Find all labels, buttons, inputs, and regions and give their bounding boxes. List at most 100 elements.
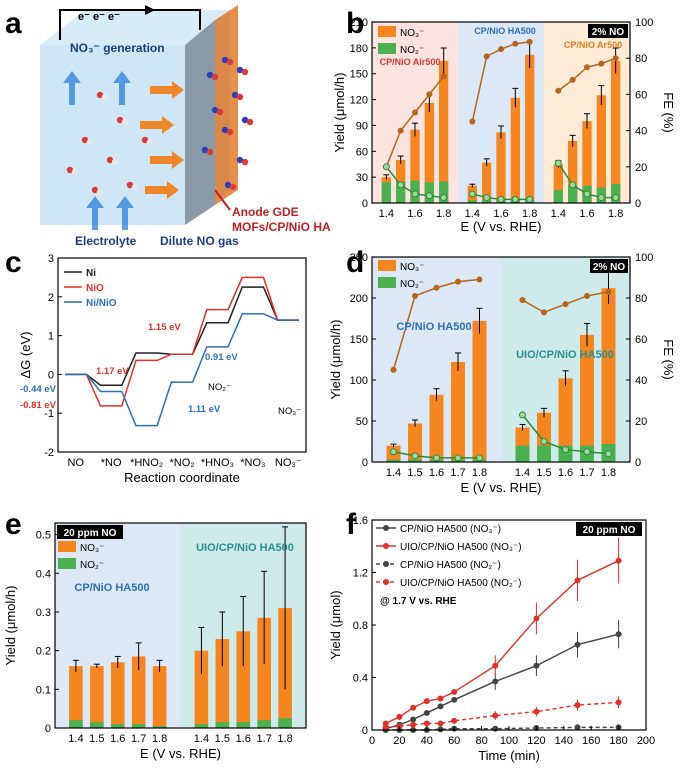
y2-tick-label: 60: [635, 334, 647, 346]
molecule-atom: [246, 118, 254, 126]
y-tick-label: 1.2: [353, 568, 368, 580]
legend-marker: [383, 525, 389, 531]
no3-bar: [69, 666, 83, 728]
x-tick-label: 1.5: [89, 733, 104, 745]
no2-bar: [278, 718, 292, 728]
x-tick-label: *HNO₃: [201, 457, 234, 469]
molecule-atom: [121, 118, 129, 126]
x-tick-label: 1.8: [152, 733, 167, 745]
legend-label: Ni: [86, 268, 96, 279]
legend-label: Ni/NiO: [86, 298, 117, 309]
plot-frame: [371, 256, 631, 463]
y-tick-label: 250: [350, 252, 368, 264]
fe-no3-point: [612, 55, 619, 62]
x-tick-label: 80: [475, 735, 487, 747]
molecule-atom: [81, 136, 89, 144]
panel-label-b: b: [346, 7, 364, 40]
molecule-atom: [146, 138, 154, 146]
badge-label: 20 ppm NO: [64, 528, 117, 539]
no3-bar: [568, 140, 578, 203]
molecule-atom: [66, 166, 74, 174]
fe-no3-point: [426, 91, 433, 98]
x-tick-label: 1.4: [68, 733, 83, 745]
fe-no3-point: [541, 309, 547, 316]
fe-no2-point: [390, 448, 397, 456]
fe-no3-point: [562, 301, 569, 308]
x-tick-label: 1.4: [379, 208, 394, 220]
no3-bar: [525, 54, 535, 203]
y-axis-label: ΔG (eV): [18, 332, 33, 379]
fe-no2-point: [597, 194, 605, 202]
no3-bar: [424, 103, 434, 203]
fe-no3-point: [584, 292, 590, 299]
legend-no3-label: NO₃⁻: [400, 28, 424, 39]
molecule-atom: [221, 126, 229, 134]
no3-bar: [131, 656, 146, 728]
anode-material-label: MOFs/CP/NiO HA: [232, 220, 331, 234]
fe-no2-point: [519, 411, 526, 419]
badge-background: [590, 259, 628, 273]
no2-bar: [381, 182, 391, 203]
legend-label: NiO: [86, 283, 104, 294]
legend-label: CP/NiO HA500 (NO₂⁻): [400, 560, 501, 571]
molecules-icon: [66, 56, 254, 196]
no3-bar: [580, 334, 594, 462]
no2-bar: [110, 724, 125, 728]
no2-bar: [386, 459, 401, 462]
y2-tick-label: 20: [635, 416, 647, 428]
x-tick-label: 1.6: [110, 733, 125, 745]
y-tick-label: 0: [45, 723, 51, 735]
series-point: [574, 724, 581, 731]
molecule-atom: [211, 73, 219, 81]
x-axis-label: E (V vs. RHE): [461, 480, 542, 495]
molecule-atom: [91, 186, 99, 194]
x-tick-label: 140: [555, 735, 573, 747]
y-tick-label: 60: [356, 146, 368, 158]
legend-label: CP/NiO HA500 (NO₃⁻): [400, 524, 501, 535]
fe-no3-point: [412, 292, 418, 299]
no2-bar: [553, 190, 563, 203]
legend-no3-swatch: [378, 260, 396, 271]
series-point: [382, 724, 389, 731]
no3-bar: [472, 320, 487, 462]
x-axis-label: Time (min): [478, 748, 540, 763]
y-tick-label: 0: [362, 198, 368, 210]
no2-bar: [515, 445, 530, 462]
group-name: CP/NiO HA500: [396, 321, 471, 333]
energy-path-ni-nio: [65, 313, 299, 427]
x-tick-label: 0: [369, 735, 375, 747]
dilute-gas-label: Dilute NO gas: [160, 234, 239, 248]
legend-marker: [383, 561, 389, 567]
group-name: CP/NiO Ar500: [564, 40, 622, 50]
right-arrow-icon: [150, 81, 184, 99]
series-point: [574, 641, 581, 648]
series-point: [451, 688, 458, 695]
no3-bar: [429, 394, 444, 462]
fe-no3-point: [440, 73, 447, 80]
electrolyte-label: Electrolyte: [75, 234, 137, 248]
y-tick-label: 2: [48, 292, 54, 304]
no2-bar: [568, 185, 578, 203]
x-tick-label: 1.4: [551, 208, 566, 220]
y2-tick-label: 80: [635, 53, 647, 65]
y-tick-label: 0.4: [36, 568, 51, 580]
chart-e: 1.4 1.5 1.6 1.7 1.8 CP/NiO HA500 1.4 1.5 1.6 1.7 1…: [3, 522, 307, 761]
legend-no3-swatch: [378, 26, 396, 37]
x-tick-label: *NO₃: [240, 457, 265, 469]
no2-bar: [215, 722, 230, 728]
group-name: CP/NiO HA500: [74, 582, 149, 594]
no3-generation-label: NO₃⁻ generation: [70, 41, 165, 55]
y-tick-label: 0: [362, 457, 368, 469]
x-tick-label: 120: [527, 735, 545, 747]
fe-no2-point: [425, 192, 433, 200]
chart-b: 1.4 1.6 1.8 CP/NiO Air500 1.4 1.6 1.8 CP/NiO HA…: [332, 17, 676, 234]
molecule-atom: [101, 93, 109, 101]
no2-bar: [69, 720, 83, 728]
electrolyte-box: [40, 45, 185, 225]
legend-no2-label: NO₂⁻: [80, 560, 104, 571]
fe-no2-point: [454, 454, 462, 462]
y2-tick-label: 60: [635, 89, 647, 101]
molecule-atom: [226, 128, 234, 136]
y2-tick-label: 100: [635, 252, 653, 264]
legend-no2-swatch: [58, 558, 76, 569]
